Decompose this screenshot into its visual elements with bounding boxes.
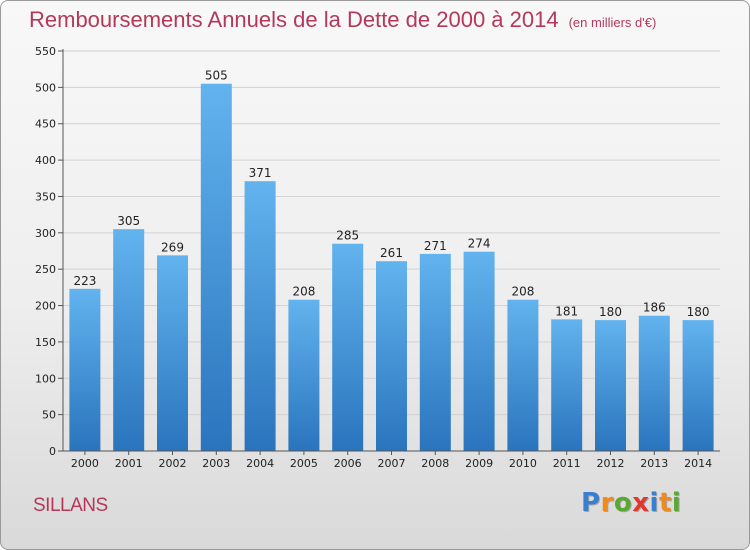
x-tick-label-2001: 2001 xyxy=(115,457,143,470)
value-label-2010: 208 xyxy=(511,285,534,299)
chart-title: Remboursements Annuels de la Dette de 20… xyxy=(29,7,656,33)
bar-2000 xyxy=(69,288,101,451)
x-tick-label-2014: 2014 xyxy=(684,457,712,470)
value-label-2003: 505 xyxy=(205,69,228,83)
x-tick-label-2013: 2013 xyxy=(640,457,668,470)
logo-letter-1: r xyxy=(600,488,614,518)
chart-unit: (en milliers d'€) xyxy=(568,15,657,30)
x-tick-label-2012: 2012 xyxy=(597,457,625,470)
x-tick-label-2000: 2000 xyxy=(71,457,99,470)
value-label-2000: 223 xyxy=(73,274,96,288)
bar-2007 xyxy=(376,261,407,451)
bar-2010 xyxy=(507,299,539,451)
data-labels: 223 305 269 505 371 208 285 261 271 274 208 181 180 1… xyxy=(73,69,709,319)
logo-letter-4: i xyxy=(649,488,659,518)
value-label-2011: 181 xyxy=(555,304,578,318)
value-label-2007: 261 xyxy=(380,246,403,260)
y-tick-label-250: 250 xyxy=(35,263,56,276)
logo-letter-0: P xyxy=(581,488,601,518)
y-tick-label-450: 450 xyxy=(35,118,56,131)
value-label-2004: 371 xyxy=(249,166,272,180)
commune-name: SILLANS xyxy=(33,495,108,516)
x-tick-label-2007: 2007 xyxy=(378,457,406,470)
bar-2014 xyxy=(682,320,714,451)
value-label-2014: 180 xyxy=(687,305,710,319)
proxiti-logo: Proxiti xyxy=(581,488,681,518)
x-tick-label-2009: 2009 xyxy=(465,457,493,470)
value-label-2001: 305 xyxy=(117,214,140,228)
bar-2008 xyxy=(419,253,451,451)
x-tick-label-2011: 2011 xyxy=(553,457,581,470)
value-label-2006: 285 xyxy=(336,229,359,243)
bar-2012 xyxy=(595,320,626,451)
x-tick-label-2004: 2004 xyxy=(246,457,274,470)
bar-2013 xyxy=(638,315,670,451)
x-tick-label-2005: 2005 xyxy=(290,457,318,470)
bar-2004 xyxy=(244,181,276,451)
bar-2006 xyxy=(332,243,364,451)
x-tick-label-2003: 2003 xyxy=(202,457,230,470)
value-label-2002: 269 xyxy=(161,240,184,254)
value-label-2009: 274 xyxy=(468,237,491,251)
x-tick-label-2008: 2008 xyxy=(421,457,449,470)
value-label-2008: 271 xyxy=(424,239,447,253)
y-tick-label-400: 400 xyxy=(35,154,56,167)
x-tick-label-2006: 2006 xyxy=(334,457,362,470)
y-tick-label-150: 150 xyxy=(35,336,56,349)
bar-2001 xyxy=(113,229,145,451)
chart-title-text: Remboursements Annuels de la Dette de 20… xyxy=(29,7,559,32)
y-tick-label-100: 100 xyxy=(35,372,56,385)
y-tick-label-50: 50 xyxy=(42,409,56,422)
value-label-2005: 208 xyxy=(292,285,315,299)
logo-letter-2: o xyxy=(613,488,633,518)
y-tick-label-550: 550 xyxy=(35,45,56,58)
logo-letter-5: t xyxy=(658,488,672,518)
y-tick-label-300: 300 xyxy=(35,227,56,240)
axes: 0 50 100 150 200 250 300 350 400 450 500 550 2000 200… xyxy=(35,45,720,470)
value-label-2013: 186 xyxy=(643,301,666,315)
bar-2011 xyxy=(551,319,583,451)
y-tick-label-500: 500 xyxy=(35,81,56,94)
y-tick-label-350: 350 xyxy=(35,190,56,203)
x-tick-label-2010: 2010 xyxy=(509,457,537,470)
x-tick-label-2002: 2002 xyxy=(159,457,187,470)
y-tick-label-0: 0 xyxy=(49,445,56,458)
logo-letter-6: i xyxy=(671,488,682,518)
bar-2002 xyxy=(157,255,188,451)
logo-letter-3: x xyxy=(632,488,650,518)
bar-2005 xyxy=(288,299,320,451)
bars xyxy=(69,83,714,452)
y-tick-label-200: 200 xyxy=(35,300,56,313)
bar-2009 xyxy=(463,251,495,451)
bar-2003 xyxy=(200,83,232,452)
value-label-2012: 180 xyxy=(599,305,622,319)
